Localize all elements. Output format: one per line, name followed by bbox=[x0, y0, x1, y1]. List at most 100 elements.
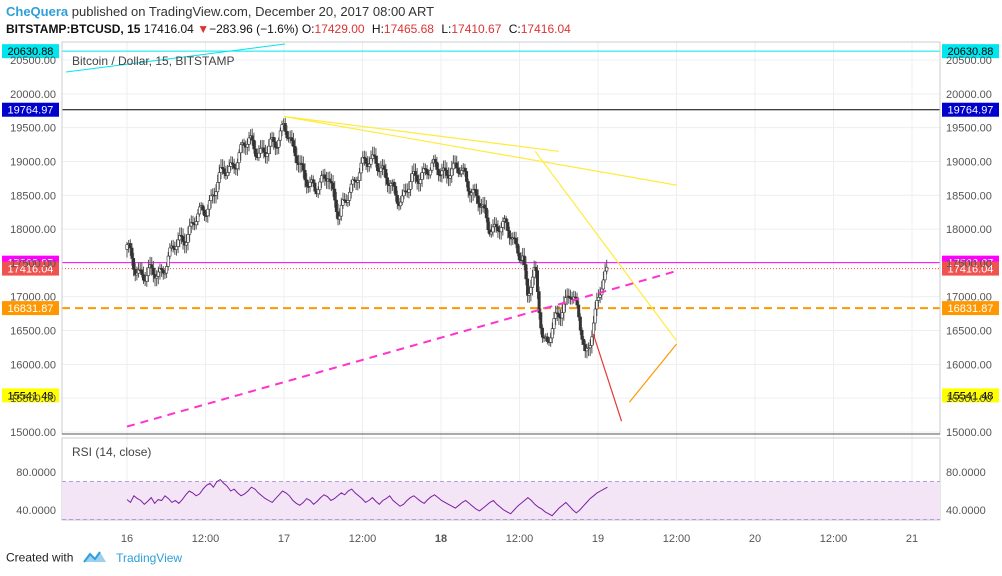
high-value: 17465.68 bbox=[383, 22, 434, 36]
candle-body bbox=[181, 236, 185, 242]
right-price-axis[interactable]: 15000.00 15500.00 16000.00 16500.00 17000.00… bbox=[946, 55, 992, 439]
high-label: H: bbox=[371, 22, 384, 36]
candle-body bbox=[268, 138, 272, 147]
candle-body bbox=[316, 189, 320, 195]
candle-body bbox=[166, 255, 170, 267]
candle-body bbox=[168, 247, 172, 257]
time-axis[interactable]: 16 12:00 17 12:00 18 12:00 19 12:00 20 12:00 21 bbox=[121, 533, 918, 545]
candle-body bbox=[161, 269, 165, 274]
candle-body bbox=[517, 252, 521, 261]
price-label-box[interactable] bbox=[942, 102, 999, 117]
price-label-box[interactable] bbox=[2, 261, 59, 276]
candle-body bbox=[318, 181, 322, 191]
candle-body bbox=[456, 167, 460, 174]
rsi-pane: 80.0000 80.0000 40.0000 40.0000 bbox=[16, 467, 986, 520]
time-tick-label: 17 bbox=[278, 533, 290, 545]
candle-body bbox=[257, 152, 261, 158]
candle-body bbox=[346, 200, 350, 203]
price-label-box[interactable] bbox=[942, 44, 999, 59]
candle-body bbox=[535, 270, 539, 292]
price-tick-label: 19000.00 bbox=[10, 156, 56, 168]
price-label-box[interactable] bbox=[942, 388, 999, 403]
candle-body bbox=[128, 243, 132, 249]
trendlines[interactable] bbox=[65, 43, 677, 428]
candle-body bbox=[247, 137, 251, 145]
price-label-text: 15541.48 bbox=[8, 390, 54, 402]
steep-resistance-line[interactable] bbox=[534, 150, 677, 342]
candle-body bbox=[413, 171, 417, 176]
candle-body bbox=[273, 141, 277, 148]
price-label-box[interactable] bbox=[942, 261, 999, 276]
candle-body bbox=[529, 287, 533, 294]
grid-lines bbox=[62, 42, 940, 520]
left-price-axis[interactable]: 15000.00 15500.00 16000.00 16500.00 17000.00… bbox=[10, 55, 56, 439]
rising-support-line[interactable] bbox=[126, 270, 677, 428]
projection-line[interactable] bbox=[628, 343, 677, 403]
price-label-box[interactable] bbox=[2, 44, 59, 59]
candle-body bbox=[305, 179, 309, 187]
descending-resistance-ext-line[interactable] bbox=[283, 115, 677, 186]
chart-title: Bitcoin / Dollar, 15, BITSTAMP bbox=[72, 54, 235, 68]
candle-body bbox=[384, 168, 388, 179]
time-tick-label: 18 bbox=[435, 533, 447, 545]
candle-body bbox=[499, 227, 503, 233]
candle-body bbox=[290, 137, 294, 141]
cyan-trend-line[interactable] bbox=[65, 43, 286, 73]
price-label-box[interactable] bbox=[2, 301, 59, 316]
candle-body bbox=[333, 188, 337, 201]
candle-body bbox=[280, 124, 284, 132]
rsi-tick-label: 40.0000 bbox=[946, 505, 986, 517]
price-tick-label: 19000.00 bbox=[946, 156, 992, 168]
candle-body bbox=[226, 172, 230, 176]
rsi-tick-label: 80.0000 bbox=[946, 467, 986, 479]
candle-body bbox=[392, 181, 396, 187]
price-label-box[interactable] bbox=[2, 388, 59, 403]
price-label-box[interactable] bbox=[942, 301, 999, 316]
candle-body bbox=[407, 188, 411, 193]
open-value: 17429.00 bbox=[314, 22, 365, 36]
candle-body bbox=[349, 183, 353, 193]
candle-body bbox=[132, 258, 136, 270]
candle-body bbox=[357, 172, 361, 181]
candle-body bbox=[443, 167, 447, 171]
candle-body bbox=[295, 155, 299, 164]
candle-body bbox=[433, 159, 437, 163]
candle-body bbox=[531, 276, 535, 288]
candle-body bbox=[283, 123, 287, 132]
author-name[interactable]: CheQuera bbox=[6, 4, 69, 19]
candle-body bbox=[313, 182, 317, 192]
tradingview-logo-icon[interactable] bbox=[82, 550, 107, 567]
candle-body bbox=[374, 155, 378, 164]
candle-body bbox=[590, 336, 594, 346]
candle-body bbox=[494, 223, 498, 227]
candle-body bbox=[235, 162, 239, 170]
candle-body bbox=[201, 205, 205, 211]
candle-body bbox=[491, 226, 495, 233]
candle-body bbox=[359, 162, 363, 174]
candle-body bbox=[130, 247, 134, 259]
candle-body bbox=[338, 215, 342, 220]
descending-resistance-line[interactable] bbox=[283, 115, 559, 152]
candle-body bbox=[239, 144, 243, 154]
candle-body bbox=[141, 274, 145, 281]
tradingview-brand[interactable]: TradingView bbox=[116, 550, 183, 565]
price-tick-label: 19500.00 bbox=[946, 123, 992, 135]
candle-body bbox=[399, 201, 403, 207]
drop-arrow-line[interactable] bbox=[592, 333, 623, 422]
price-tick-label: 20000.00 bbox=[10, 89, 56, 101]
candle-body bbox=[409, 181, 413, 190]
horizontal-levels: 20630.8820630.8819764.9719764.9717503.87… bbox=[2, 44, 999, 403]
candle-body bbox=[382, 165, 386, 170]
price-tick-label: 15500.00 bbox=[946, 393, 992, 405]
candle-body bbox=[526, 278, 530, 296]
price-tick-label: 16500.00 bbox=[946, 326, 992, 338]
price-label-box[interactable] bbox=[2, 102, 59, 117]
candle-body bbox=[385, 177, 389, 185]
price-tick-label: 20000.00 bbox=[946, 89, 992, 101]
candlesticks bbox=[125, 117, 609, 359]
candle-body bbox=[466, 181, 470, 192]
price-label-text: 17416.04 bbox=[948, 264, 994, 276]
publish-header: CheQuera published on TradingView.com, D… bbox=[6, 4, 434, 19]
candle-body bbox=[339, 205, 343, 217]
